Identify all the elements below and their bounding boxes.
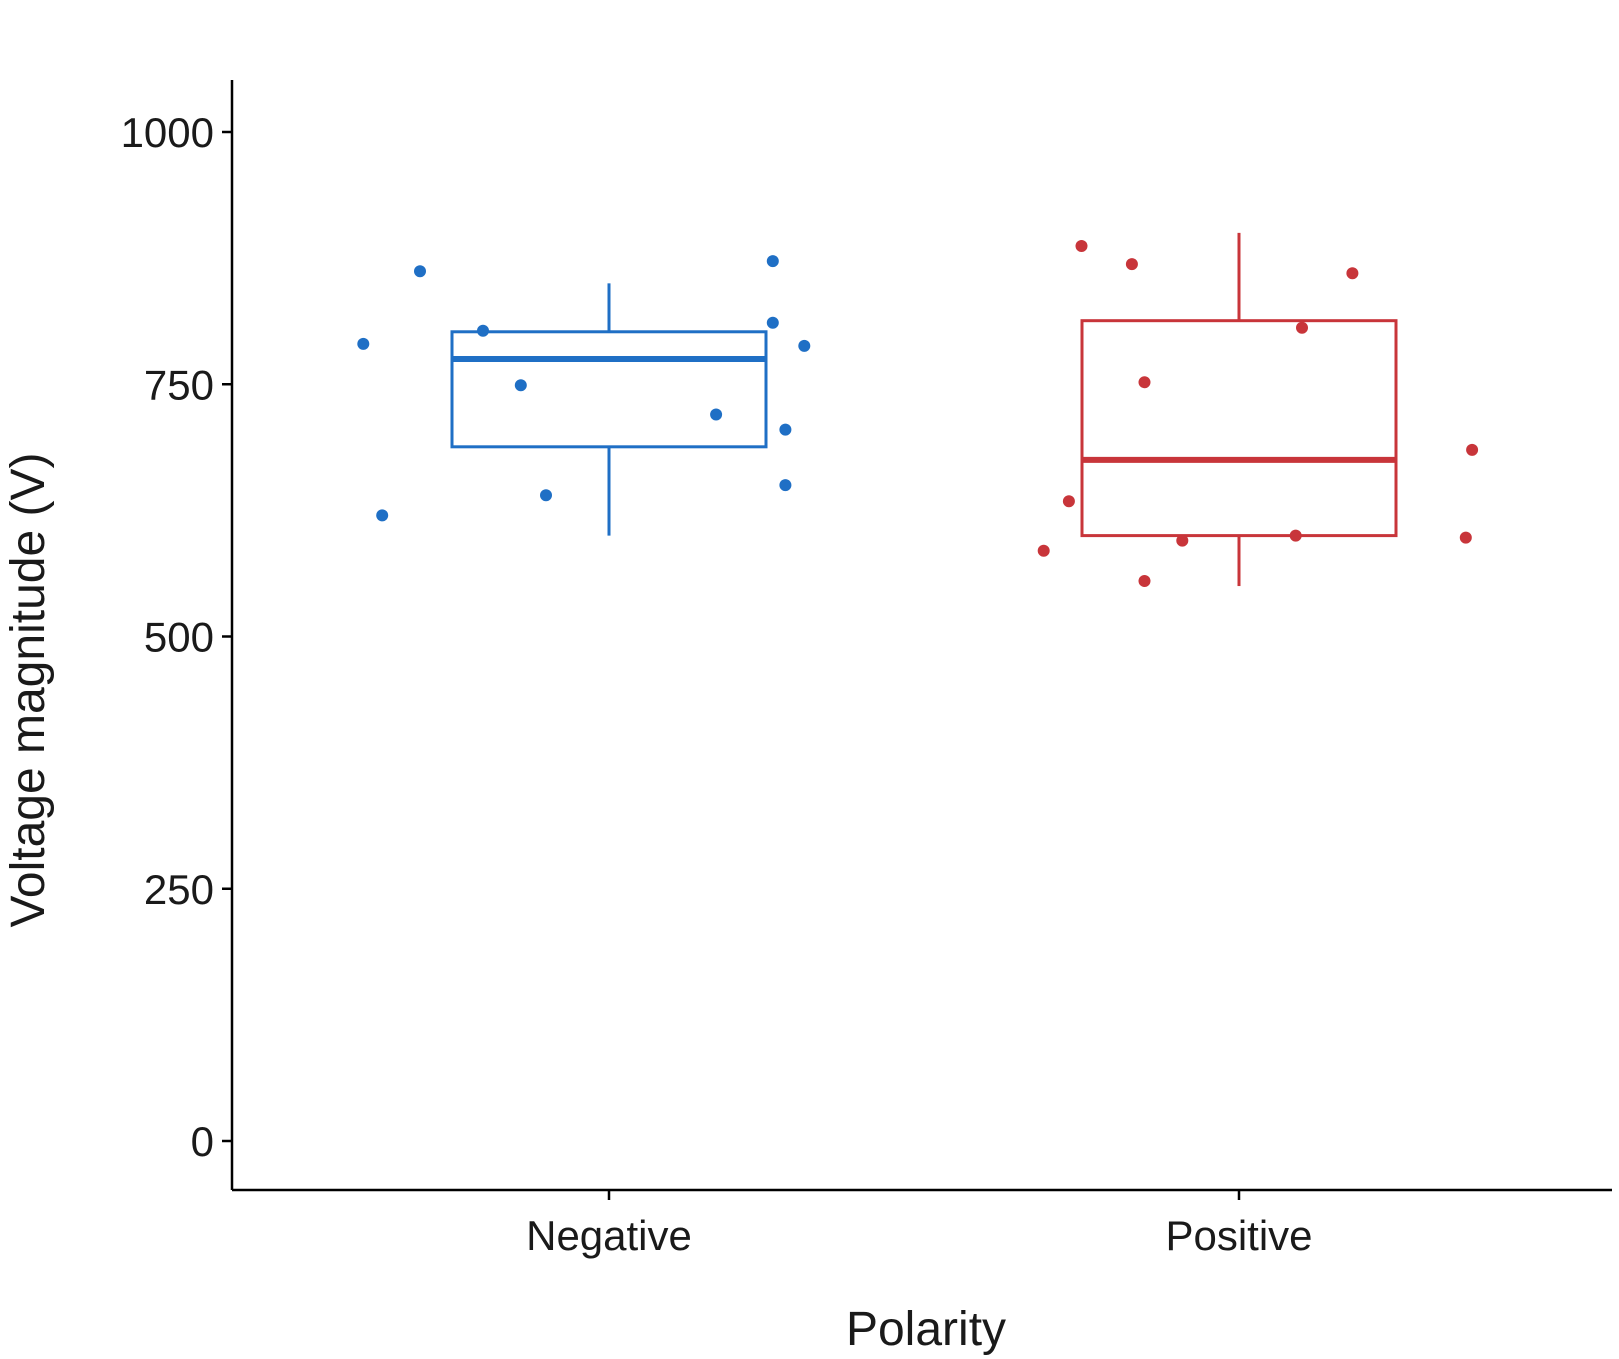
- data-point: [766, 316, 779, 329]
- y-tick-label: 0: [191, 1118, 214, 1165]
- data-point: [357, 337, 370, 350]
- data-point: [798, 339, 811, 352]
- data-point: [766, 255, 779, 268]
- data-point: [376, 509, 389, 522]
- data-point: [779, 423, 792, 436]
- data-point: [1346, 267, 1359, 280]
- data-point: [1062, 495, 1075, 508]
- x-tick-label: Positive: [1165, 1212, 1312, 1259]
- box: [450, 330, 768, 449]
- y-axis: 0 250 500 750 1000: [121, 80, 234, 1190]
- data-point: [1037, 544, 1050, 557]
- data-point: [1459, 531, 1472, 544]
- x-axis-title: Polarity: [846, 1303, 1006, 1356]
- box-group-positive: [1037, 232, 1479, 588]
- x-axis: Negative Positive: [232, 1188, 1612, 1259]
- data-point: [540, 489, 552, 502]
- x-tick-label: Negative: [526, 1212, 692, 1259]
- y-axis-title: Voltage magnitude (V): [2, 453, 55, 928]
- data-point: [477, 324, 489, 337]
- data-point: [514, 379, 527, 392]
- data-point: [414, 265, 426, 278]
- data-point: [1138, 376, 1151, 389]
- data-point: [1296, 321, 1308, 334]
- data-point: [1138, 575, 1151, 588]
- box-group-negative: [357, 255, 811, 536]
- y-tick-label: 250: [144, 866, 214, 913]
- y-tick-label: 500: [144, 614, 214, 661]
- y-tick-label: 750: [144, 361, 214, 408]
- data-point: [1176, 534, 1189, 547]
- data-point: [779, 479, 792, 492]
- data-point: [1466, 443, 1479, 456]
- data-point: [710, 408, 723, 421]
- box: [1080, 319, 1398, 538]
- y-tick-label: 1000: [121, 109, 214, 156]
- data-point: [1125, 258, 1138, 271]
- data-point: [1075, 240, 1088, 253]
- data-point: [1289, 529, 1302, 542]
- plot-area: [357, 232, 1479, 588]
